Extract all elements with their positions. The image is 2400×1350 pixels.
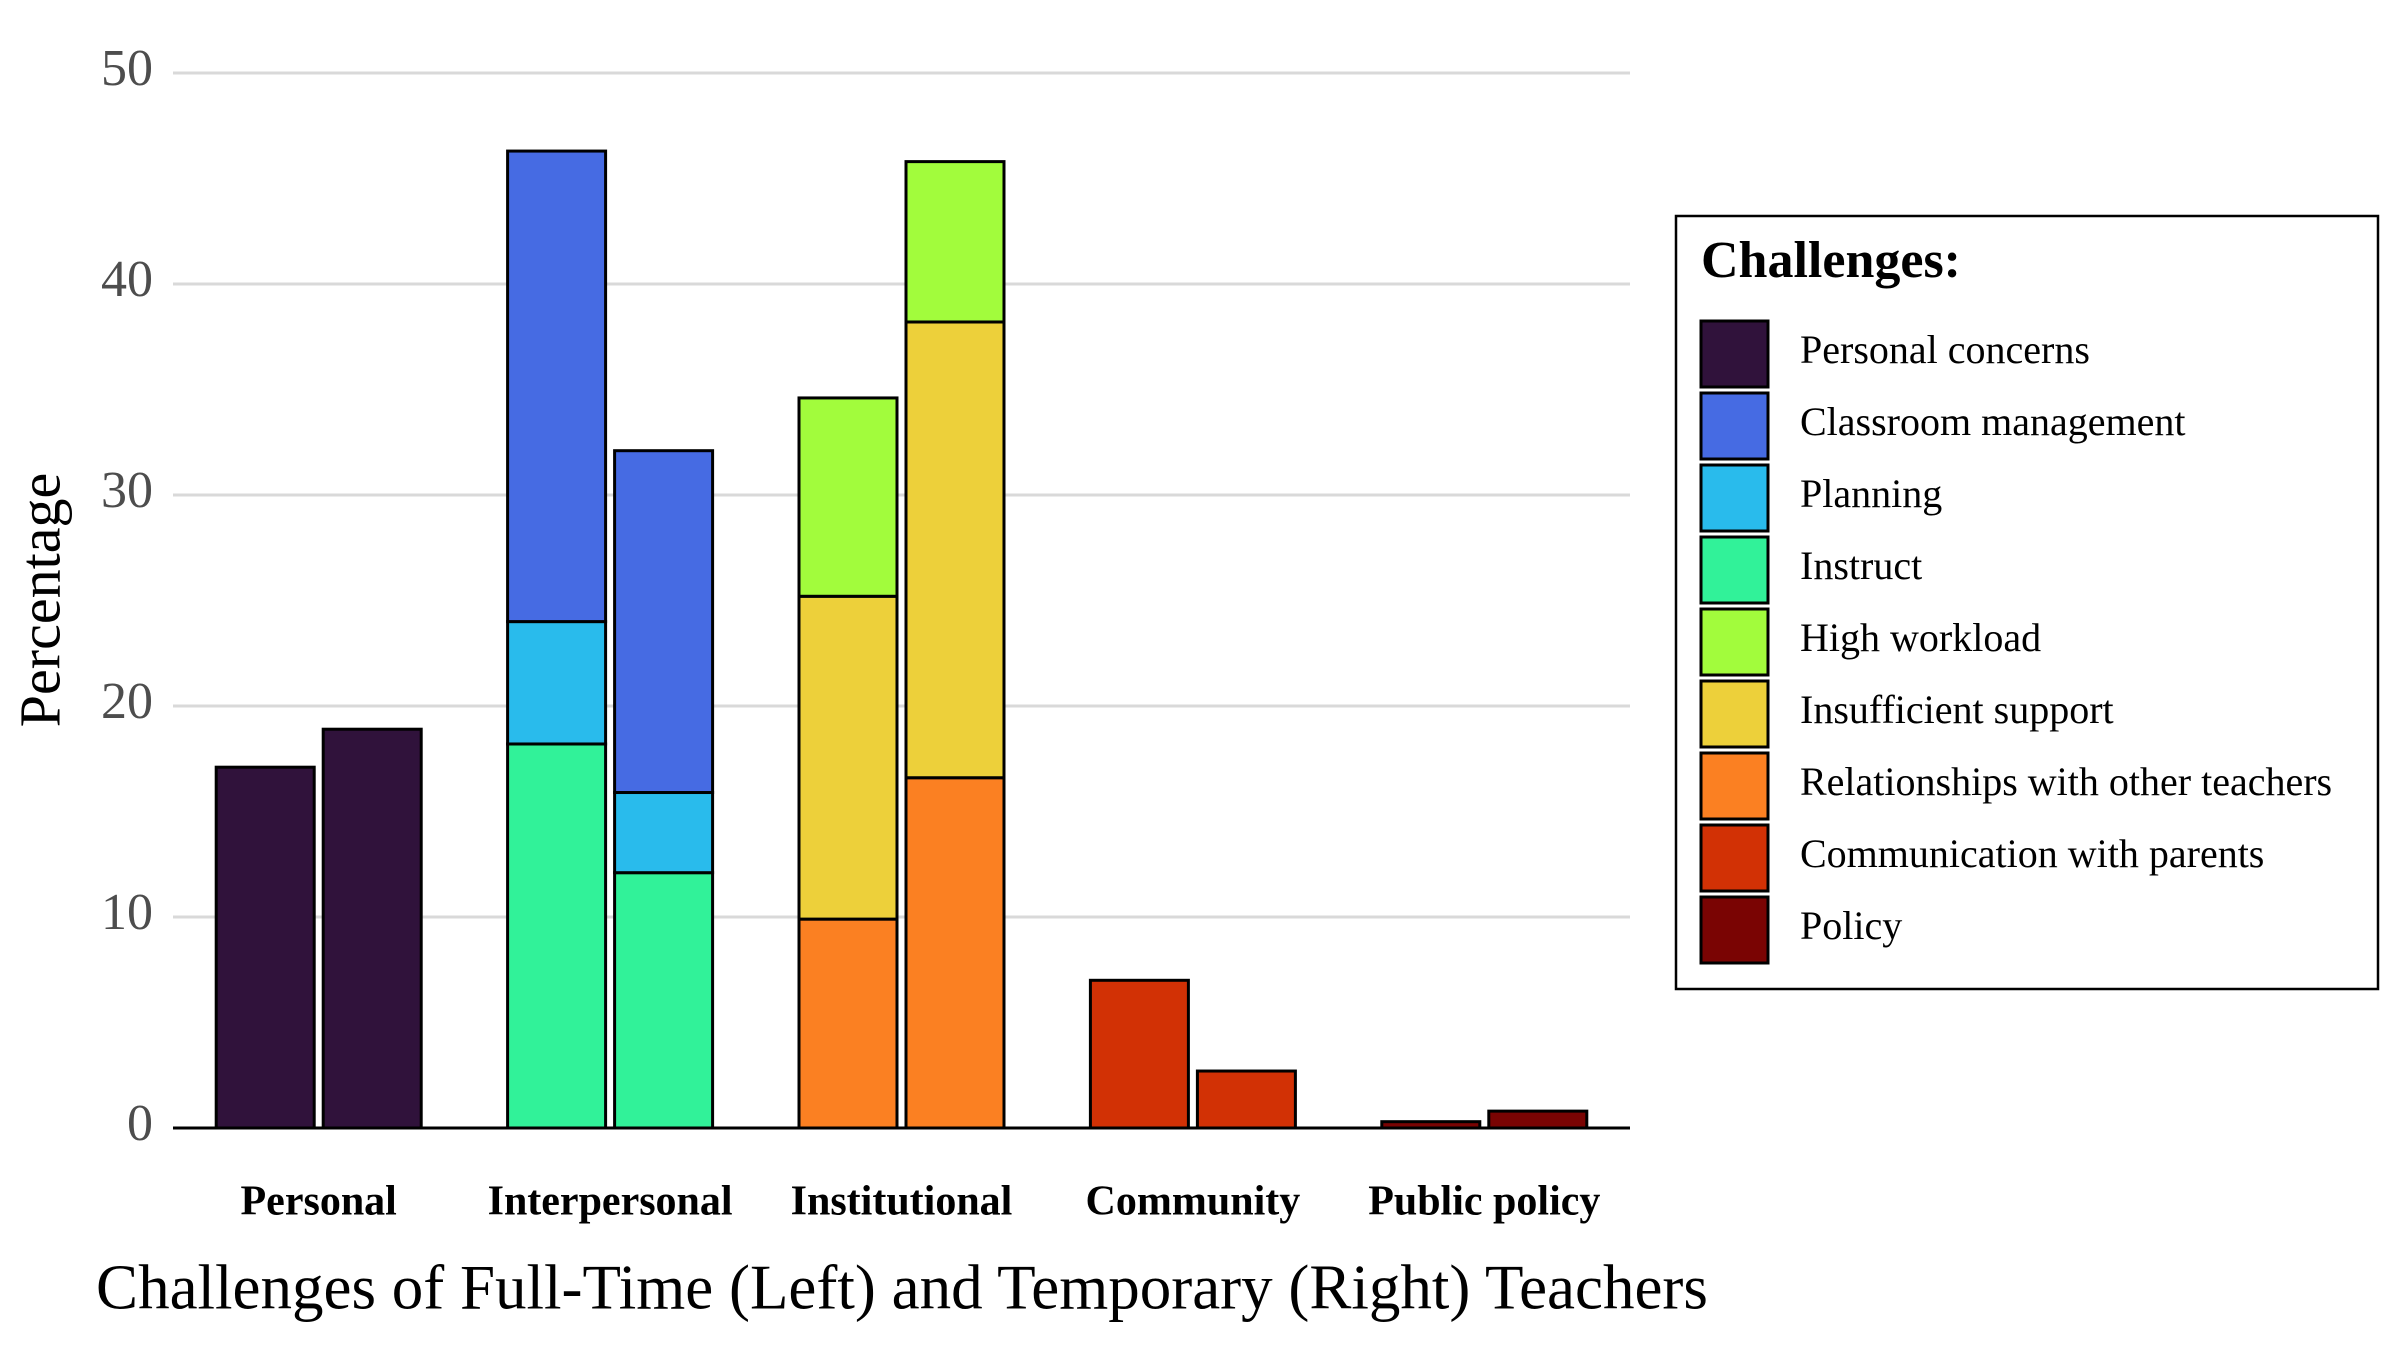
y-tick-label: 0: [127, 1095, 153, 1152]
y-tick-label: 50: [101, 40, 153, 97]
legend-label: Planning: [1800, 471, 1942, 516]
legend-key: [1699, 607, 1770, 677]
legend-key: [1699, 391, 1770, 461]
x-tick-label: Institutional: [791, 1179, 1013, 1225]
bar-segment: [613, 791, 715, 875]
legend-label: Instruct: [1800, 543, 1922, 588]
x-axis-title: Challenges of Full-Time (Left) and Tempo…: [96, 1252, 1708, 1322]
legend-label: Policy: [1800, 903, 1902, 948]
legend-label: Insufficient support: [1800, 687, 2114, 732]
bar-segment: [797, 917, 899, 1130]
bar-segment: [321, 727, 423, 1130]
bar-segment: [904, 160, 1006, 324]
legend-label: High workload: [1800, 615, 2041, 660]
bar-segment: [797, 594, 899, 921]
bar-segment: [613, 449, 715, 795]
legend-label: Relationships with other teachers: [1800, 759, 2332, 804]
x-tick-label: Community: [1086, 1179, 1301, 1225]
x-tick-label: Personal: [241, 1179, 397, 1225]
y-axis-title: Percentage: [7, 473, 72, 727]
legend-label: Personal concerns: [1800, 327, 2090, 372]
bar-segment: [214, 765, 316, 1130]
bar-segment: [506, 149, 608, 624]
legend-key: [1699, 319, 1770, 389]
x-tick-label: Interpersonal: [488, 1179, 733, 1225]
bar-segment: [506, 620, 608, 746]
x-tick-label: Public policy: [1368, 1179, 1600, 1225]
bar-segment: [506, 742, 608, 1130]
y-tick-label: 40: [101, 251, 153, 308]
y-tick-label: 10: [101, 884, 153, 941]
bar-segment: [1487, 1109, 1589, 1130]
legend-label: Communication with parents: [1800, 831, 2264, 876]
legend-label: Classroom management: [1800, 399, 2185, 444]
bar-segment: [1195, 1069, 1297, 1130]
legend-box: [1674, 214, 2380, 991]
bar-segment: [797, 396, 899, 598]
legend-key: [1699, 679, 1770, 749]
bar-segment: [904, 320, 1006, 780]
legend-title: Challenges:: [1701, 232, 1961, 289]
legend-key: [1699, 535, 1770, 605]
y-tick-label: 20: [101, 673, 153, 730]
legend-key: [1699, 463, 1770, 533]
bar-segment: [1088, 978, 1190, 1130]
legend-key: [1699, 823, 1770, 893]
bar-segment: [613, 871, 715, 1130]
bar-segment: [904, 776, 1006, 1130]
legend-key: [1699, 751, 1770, 821]
legend-key: [1699, 895, 1770, 965]
y-tick-label: 30: [101, 462, 153, 519]
